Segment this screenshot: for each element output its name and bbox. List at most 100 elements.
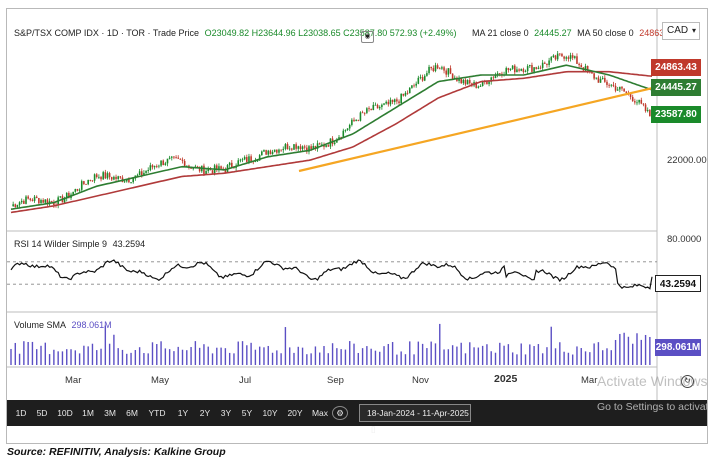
candle-body bbox=[119, 176, 122, 178]
range-button-6m[interactable]: 6M bbox=[126, 408, 138, 418]
volume-bar bbox=[649, 336, 651, 365]
candle-body bbox=[569, 55, 572, 59]
candle-body bbox=[269, 150, 272, 155]
candle-body bbox=[218, 166, 220, 170]
candle-body bbox=[559, 53, 561, 55]
date-range-picker[interactable]: 18-Jan-2024 - 11-Apr-2025 ▯ bbox=[359, 404, 471, 434]
candle-body bbox=[160, 160, 162, 166]
candle-body bbox=[580, 65, 583, 68]
candle-body bbox=[460, 78, 463, 84]
volume-bar bbox=[404, 354, 407, 365]
candle-body bbox=[366, 108, 368, 113]
candle-body bbox=[571, 55, 574, 58]
volume-bar bbox=[121, 349, 124, 365]
candle-body bbox=[38, 197, 40, 204]
volume-bar bbox=[610, 350, 612, 365]
settings-icon[interactable]: ⚙ bbox=[332, 406, 348, 420]
range-button-5y[interactable]: 5Y bbox=[241, 408, 253, 418]
candle-body bbox=[31, 199, 34, 201]
candle-body bbox=[398, 101, 400, 104]
range-button-max[interactable]: Max bbox=[311, 408, 329, 418]
candle-body bbox=[597, 77, 600, 83]
x-label-2025: 2025 bbox=[494, 373, 518, 385]
candle-body bbox=[546, 63, 548, 65]
currency-value: CAD bbox=[667, 25, 689, 36]
candle-body bbox=[113, 176, 115, 180]
candle-body bbox=[370, 109, 372, 111]
volume-bar bbox=[254, 349, 257, 365]
range-button-1m[interactable]: 1M bbox=[82, 408, 94, 418]
candle-body bbox=[411, 85, 413, 88]
candle-body bbox=[610, 84, 613, 86]
volume-bar bbox=[601, 350, 604, 365]
volume-bar bbox=[614, 339, 617, 365]
close-price-label: 23587.80 bbox=[651, 106, 701, 123]
range-button-10d[interactable]: 10D bbox=[57, 408, 73, 418]
candle-body bbox=[565, 57, 568, 59]
range-button-20y[interactable]: 20Y bbox=[287, 408, 303, 418]
volume-legend-value: 298.061M bbox=[71, 320, 112, 330]
volume-bar bbox=[126, 353, 128, 365]
candle-body bbox=[207, 169, 210, 172]
candle-body bbox=[46, 199, 49, 205]
volume-bar bbox=[36, 349, 38, 365]
candle-body bbox=[108, 173, 111, 178]
volume-bar bbox=[383, 346, 385, 365]
candle-body bbox=[177, 157, 180, 159]
candle-body bbox=[393, 99, 396, 102]
candle-body bbox=[149, 165, 152, 171]
volume-bar bbox=[644, 334, 647, 365]
candle-body bbox=[550, 57, 553, 61]
ma21-line bbox=[10, 64, 653, 210]
eye-icon[interactable]: ◉ bbox=[361, 31, 374, 43]
ma21-legend-value: 24445.27 bbox=[534, 28, 572, 38]
price-tick-label: 22000.00 bbox=[667, 155, 707, 166]
range-button-ytd[interactable]: YTD bbox=[148, 408, 166, 418]
volume-current-label: 298.061M bbox=[655, 339, 701, 356]
volume-bar bbox=[379, 351, 381, 365]
candle-body bbox=[237, 160, 240, 166]
range-button-5d[interactable]: 5D bbox=[36, 408, 48, 418]
volume-bar bbox=[44, 342, 47, 365]
candle-body bbox=[318, 143, 321, 145]
volume-bar bbox=[541, 353, 544, 365]
candle-body bbox=[170, 156, 173, 158]
candle-body bbox=[351, 119, 353, 125]
candle-body bbox=[636, 102, 638, 104]
range-button-2y[interactable]: 2Y bbox=[199, 408, 211, 418]
range-button-1d[interactable]: 1D bbox=[15, 408, 27, 418]
candle-body bbox=[130, 182, 132, 183]
volume-bar bbox=[198, 347, 201, 365]
chart-canvas[interactable] bbox=[7, 9, 708, 444]
candle-body bbox=[385, 101, 387, 104]
candle-body bbox=[123, 181, 126, 183]
candle-body bbox=[303, 146, 306, 148]
range-button-3m[interactable]: 3M bbox=[104, 408, 116, 418]
candle-body bbox=[53, 202, 55, 206]
candle-body bbox=[175, 157, 177, 158]
candle-body bbox=[625, 91, 628, 93]
volume-bar bbox=[421, 343, 424, 365]
currency-select[interactable]: CAD ▾ bbox=[662, 22, 700, 40]
reset-view-icon[interactable]: ↻ bbox=[681, 375, 694, 388]
candle-body bbox=[374, 104, 377, 106]
range-button-3y[interactable]: 3Y bbox=[220, 408, 232, 418]
candle-body bbox=[306, 147, 308, 152]
candle-body bbox=[140, 171, 143, 176]
candle-body bbox=[102, 172, 104, 180]
candle-body bbox=[132, 178, 134, 183]
volume-bar bbox=[481, 345, 484, 365]
volume-bar bbox=[391, 342, 394, 365]
candle-body bbox=[143, 172, 145, 176]
volume-bar bbox=[473, 347, 475, 365]
volume-bar bbox=[396, 354, 398, 365]
range-button-1y[interactable]: 1Y bbox=[177, 408, 189, 418]
candle-body bbox=[325, 145, 327, 147]
volume-bar bbox=[301, 347, 304, 365]
volume-bar bbox=[477, 347, 480, 365]
candle-body bbox=[106, 173, 109, 179]
candle-body bbox=[434, 65, 437, 71]
candle-body bbox=[468, 80, 471, 84]
range-button-10y[interactable]: 10Y bbox=[262, 408, 278, 418]
volume-bar bbox=[576, 346, 578, 365]
